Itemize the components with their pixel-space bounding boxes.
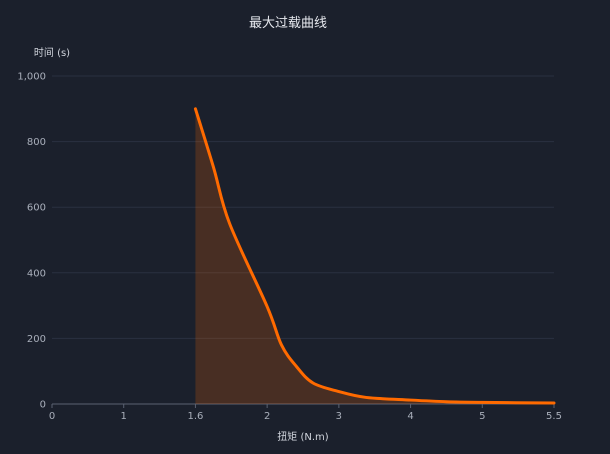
y-tick-label: 400 — [27, 268, 46, 279]
chart-title: 最大过载曲线 — [249, 16, 327, 31]
x-tick-label: 1.6 — [187, 411, 203, 422]
x-axis-label: 扭矩 (N.m) — [277, 430, 328, 443]
y-axis-label: 时间 (s) — [34, 46, 70, 59]
y-tick-label: 1,000 — [17, 72, 46, 83]
x-tick-label: 0 — [49, 411, 55, 422]
y-tick-label: 800 — [27, 137, 46, 148]
series-area — [195, 108, 554, 405]
y-tick-label: 0 — [40, 400, 46, 411]
y-tick-label: 200 — [27, 334, 46, 345]
x-tick-label: 1 — [121, 411, 127, 422]
x-tick-label: 5 — [479, 411, 485, 422]
x-tick-label: 5.5 — [546, 411, 562, 422]
x-tick-label: 4 — [407, 411, 413, 422]
x-tick-label: 3 — [336, 411, 342, 422]
series-line — [193, 107, 556, 405]
y-tick-label: 600 — [27, 203, 46, 214]
x-tick-label: 2 — [264, 411, 270, 422]
